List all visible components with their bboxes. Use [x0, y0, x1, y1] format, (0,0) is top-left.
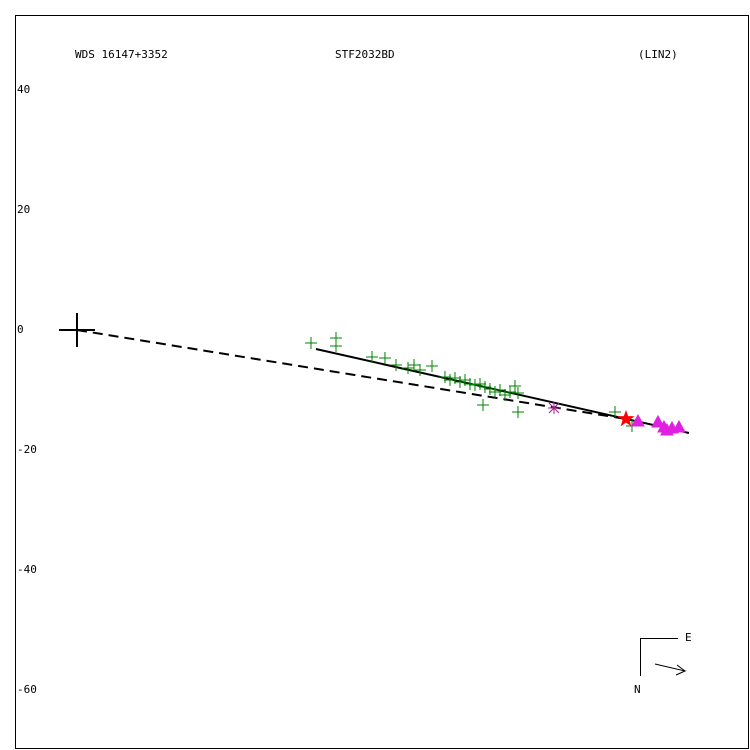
point-plus — [402, 361, 414, 374]
pair-name: STF2032BD — [335, 48, 395, 61]
point-plus — [366, 351, 378, 363]
point-plus — [504, 385, 516, 398]
compass-e: E — [685, 631, 692, 644]
orbit-ref: (LIN2) — [638, 48, 678, 61]
point-plus — [444, 373, 456, 386]
model-line — [76, 329, 627, 420]
point-plus — [408, 358, 420, 371]
compass — [640, 638, 687, 676]
y-tick-label: -20 — [17, 443, 37, 456]
point-plus — [493, 384, 506, 396]
point-triangle — [672, 419, 686, 433]
y-tick-label: -40 — [17, 563, 37, 576]
point-plus — [498, 388, 511, 401]
point-triangle — [651, 414, 665, 428]
point-triangle — [631, 413, 645, 427]
point-plus — [426, 360, 438, 372]
point-plus — [390, 358, 402, 371]
plot-frame — [15, 15, 749, 749]
point-plus — [463, 378, 476, 390]
point-plus — [474, 378, 486, 390]
motion-arrow-head — [676, 664, 686, 672]
point-plus — [477, 399, 489, 411]
point-plus — [609, 406, 621, 419]
point-star — [617, 409, 635, 427]
point-plus — [468, 379, 481, 392]
point-plus — [478, 381, 491, 393]
point-plus — [330, 340, 342, 353]
star-id: WDS 16147+3352 — [75, 48, 168, 61]
y-tick-label: -60 — [17, 683, 37, 696]
motion-arrow — [654, 663, 687, 676]
point-cross — [58, 313, 95, 347]
y-tick-label: 20 — [17, 203, 30, 216]
y-tick-label: 40 — [17, 83, 30, 96]
point-plus — [511, 406, 524, 419]
y-tick-label: 0 — [17, 323, 24, 336]
point-plus — [511, 387, 524, 399]
point-plus — [304, 337, 317, 350]
point-plus — [508, 379, 521, 392]
point-plus — [453, 376, 466, 389]
point-plus — [438, 370, 451, 383]
point-plus — [414, 364, 426, 377]
point-plus — [378, 352, 391, 365]
point-plus — [489, 385, 501, 398]
compass-n: N — [634, 683, 641, 696]
point-plus — [483, 382, 496, 395]
point-asterisk — [547, 402, 560, 414]
